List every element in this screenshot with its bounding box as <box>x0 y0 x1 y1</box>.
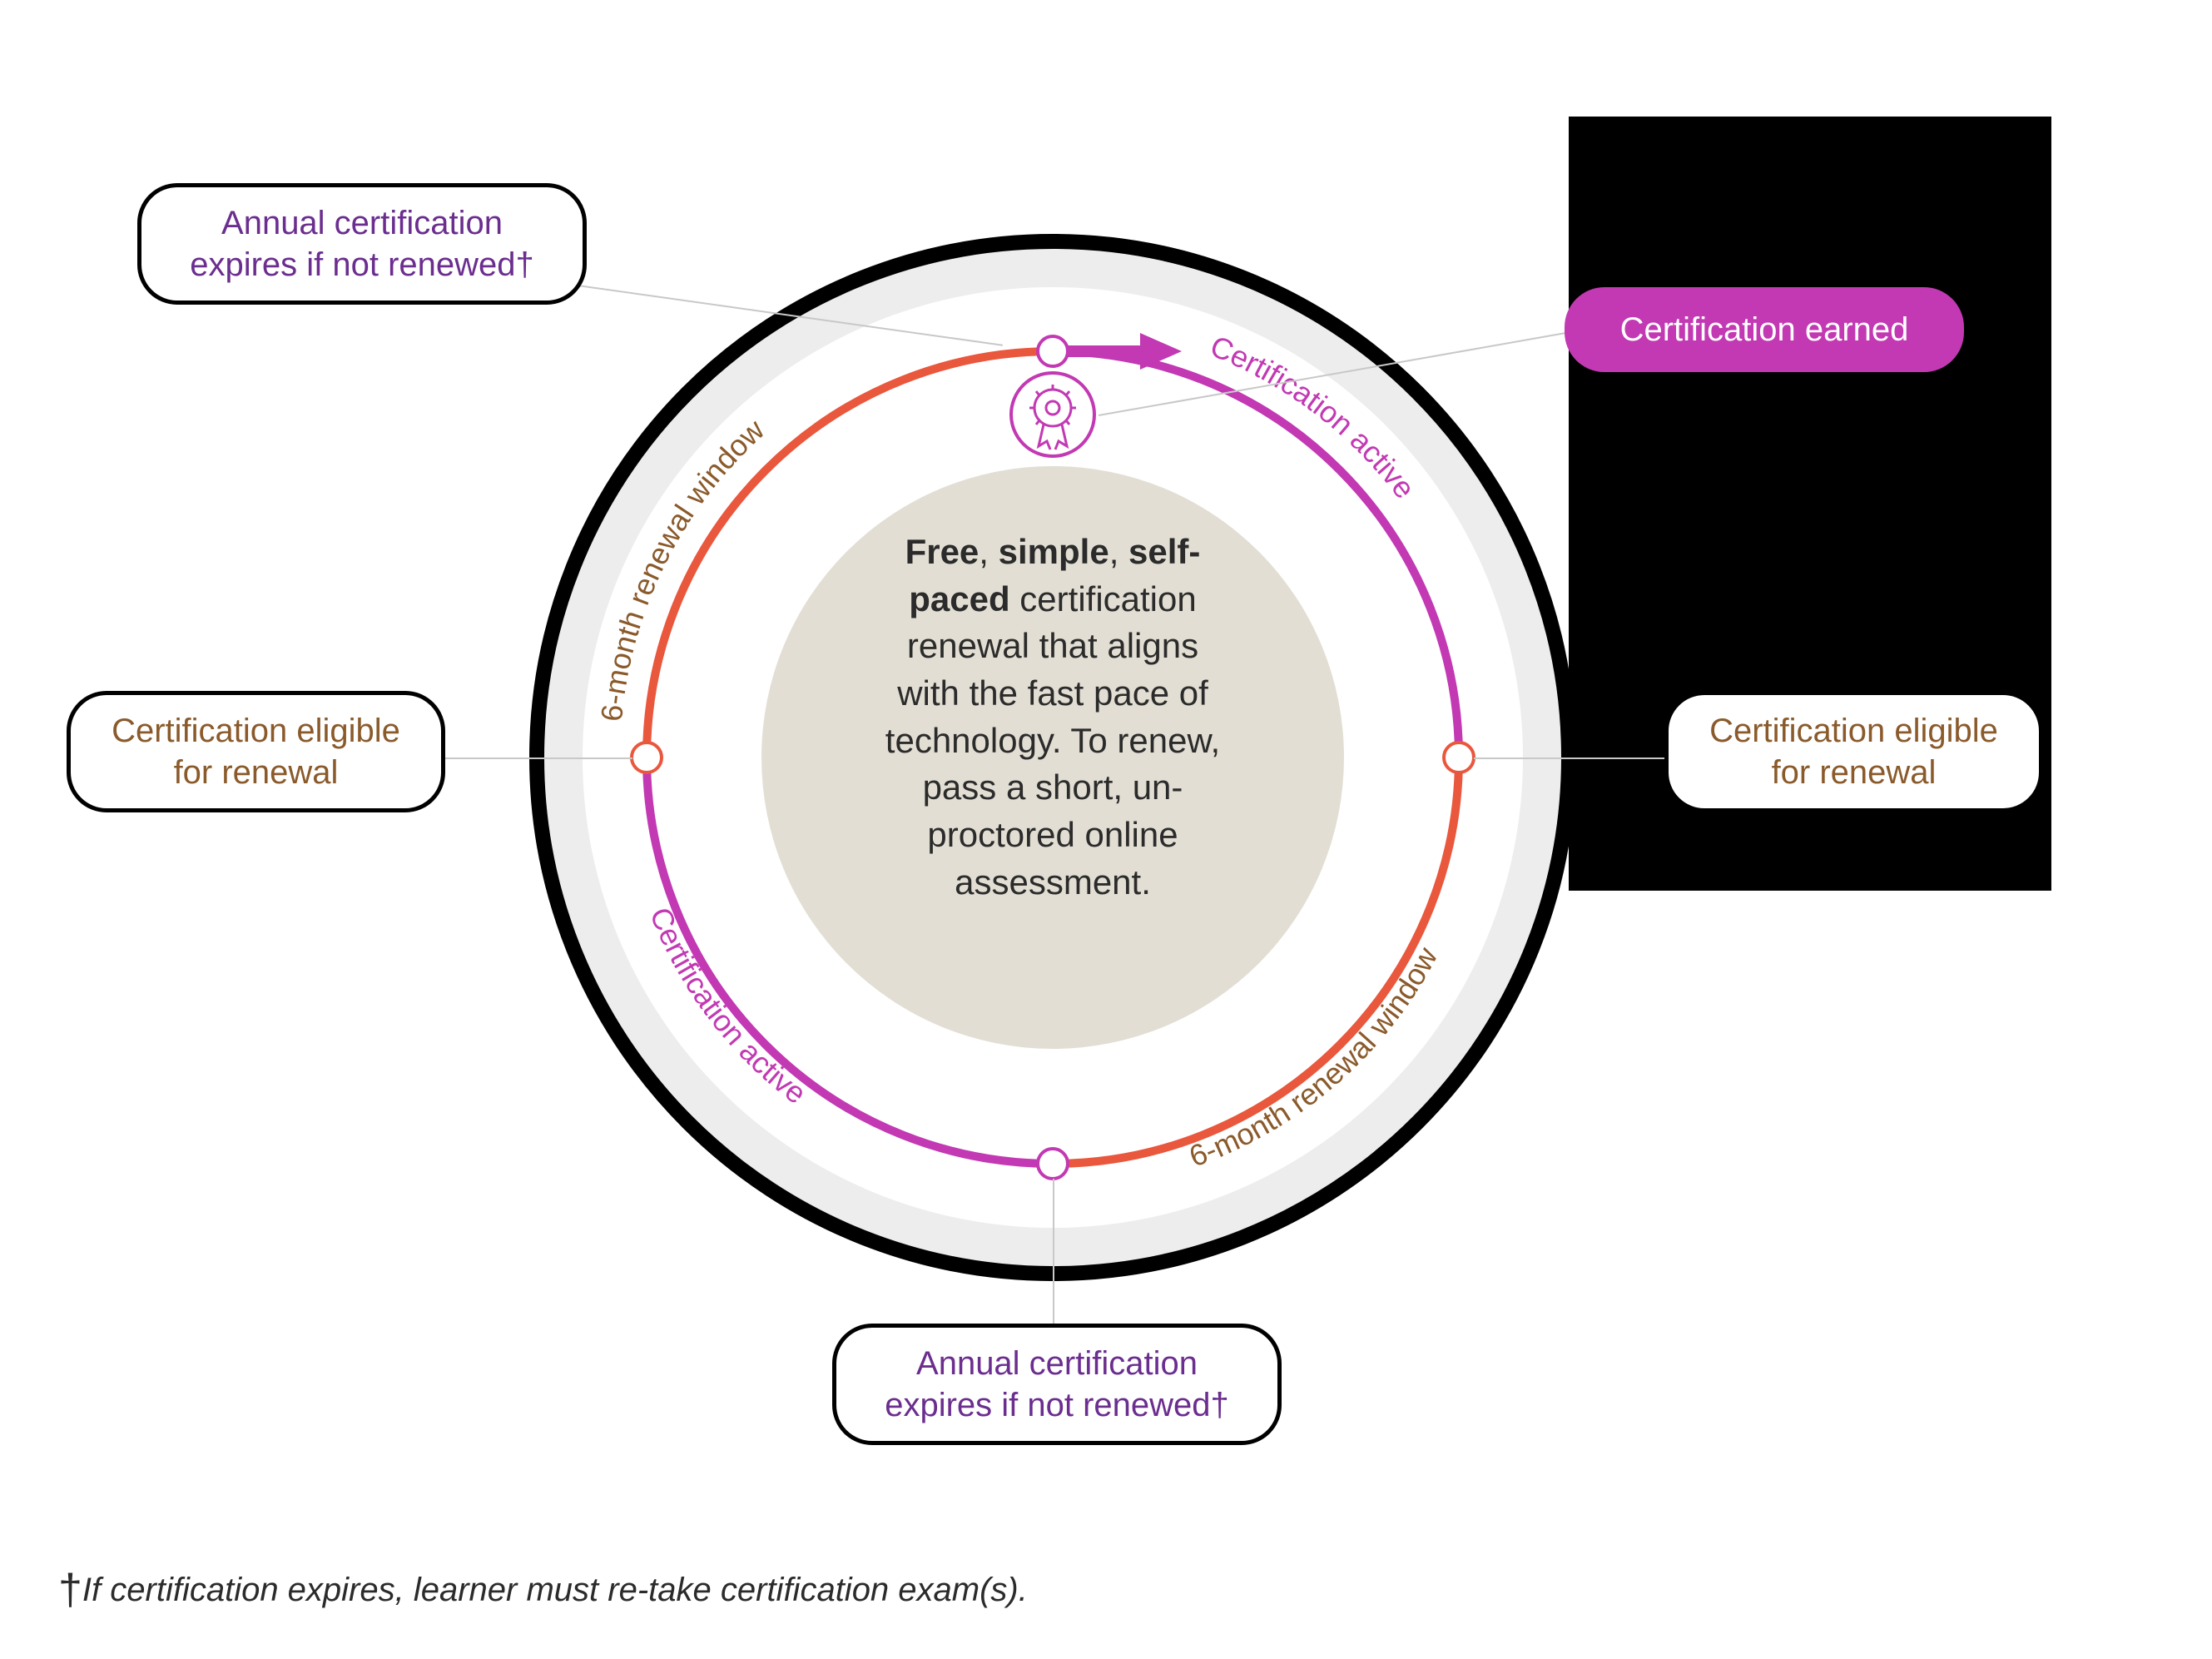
center-description: Free, simple, self-paced certificationre… <box>853 529 1252 906</box>
diagram-stage: Certification active 6-month renewal win… <box>0 0 2212 1659</box>
connector-to-eligible-left <box>424 757 632 759</box>
callout-expires-bottom-text: Annual certification expires if not rene… <box>871 1343 1242 1426</box>
connector-to-eligible-right <box>1474 757 1682 759</box>
badge-icon <box>1011 373 1094 456</box>
node-top <box>1038 336 1068 366</box>
footnote: †If certification expires, learner must … <box>58 1565 1028 1615</box>
callout-expires-top-text: Annual certification expires if not rene… <box>176 202 548 286</box>
callout-expires-bottom: Annual certification expires if not rene… <box>832 1324 1282 1445</box>
callout-certification-earned: Certification earned <box>1565 287 1964 372</box>
callout-earned-text: Certification earned <box>1599 309 1929 350</box>
footnote-dagger: † <box>58 1566 82 1614</box>
callout-eligible-left-text: Certification eligible for renewal <box>106 710 406 793</box>
connector-to-expires-bottom <box>1053 1179 1054 1329</box>
node-right <box>1444 743 1474 772</box>
node-left <box>632 743 662 772</box>
callout-eligible-right: Certification eligible for renewal <box>1664 691 2043 812</box>
callout-expires-top: Annual certification expires if not rene… <box>137 183 587 305</box>
callout-eligible-left: Certification eligible for renewal <box>67 691 445 812</box>
node-bottom <box>1038 1149 1068 1179</box>
footnote-text: If certification expires, learner must r… <box>82 1572 1028 1608</box>
callout-eligible-right-text: Certification eligible for renewal <box>1704 710 2004 793</box>
